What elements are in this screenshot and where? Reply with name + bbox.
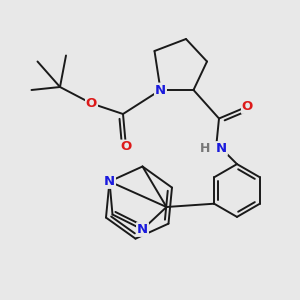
Text: N: N: [155, 83, 166, 97]
Text: H: H: [200, 142, 210, 155]
Text: O: O: [242, 100, 253, 113]
Text: O: O: [86, 97, 97, 110]
Text: O: O: [120, 140, 132, 154]
Text: N: N: [104, 175, 115, 188]
Text: N: N: [137, 223, 148, 236]
Text: N: N: [216, 142, 227, 155]
